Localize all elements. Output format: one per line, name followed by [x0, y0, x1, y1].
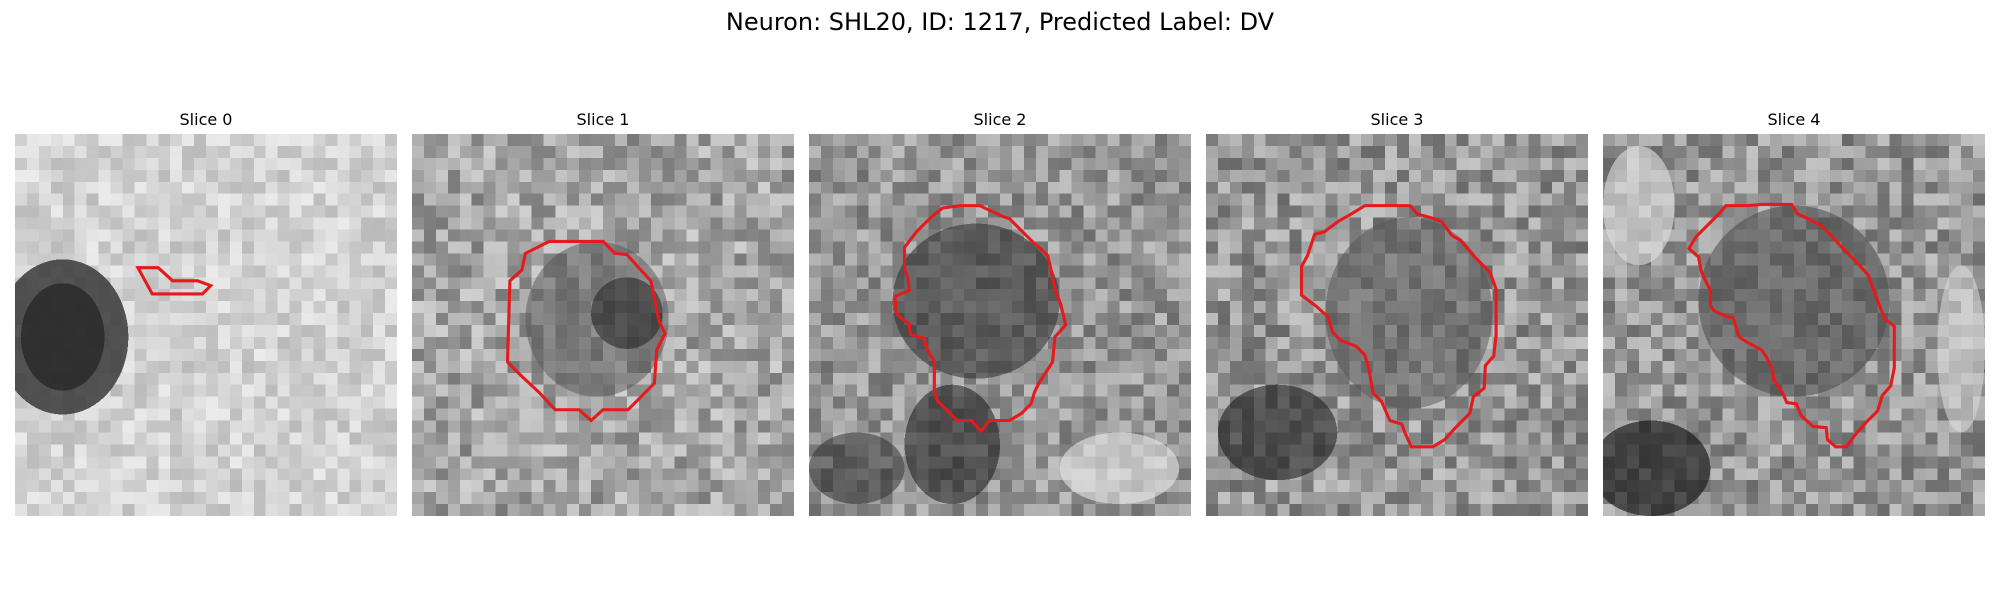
slice-0-image — [15, 134, 397, 516]
slice-2-image — [809, 134, 1191, 516]
slice-0-contour — [135, 266, 214, 296]
slice-1-image-svg — [412, 134, 794, 516]
slice-3-image-svg — [1206, 134, 1588, 516]
slice-0-title: Slice 0 — [179, 110, 233, 129]
slice-1-title: Slice 1 — [576, 110, 630, 129]
slice-2-image-svg — [809, 134, 1191, 516]
slice-1-image — [412, 134, 794, 516]
slice-0-pixels — [15, 134, 397, 516]
slice-1-contour — [505, 239, 667, 423]
slice-4-image — [1603, 134, 1985, 516]
slice-2-title: Slice 2 — [973, 110, 1027, 129]
slice-0-image-svg — [15, 134, 397, 516]
slice-4-title: Slice 4 — [1767, 110, 1821, 129]
figure-title: Neuron: SHL20, ID: 1217, Predicted Label… — [725, 8, 1275, 36]
slice-3-title: Slice 3 — [1370, 110, 1424, 129]
slice-3-contour — [1299, 204, 1498, 449]
slice-4-image-svg — [1603, 134, 1985, 516]
slice-4-contour — [1686, 202, 1896, 449]
slice-3-image — [1206, 134, 1588, 516]
slice-2-contour — [893, 204, 1068, 434]
